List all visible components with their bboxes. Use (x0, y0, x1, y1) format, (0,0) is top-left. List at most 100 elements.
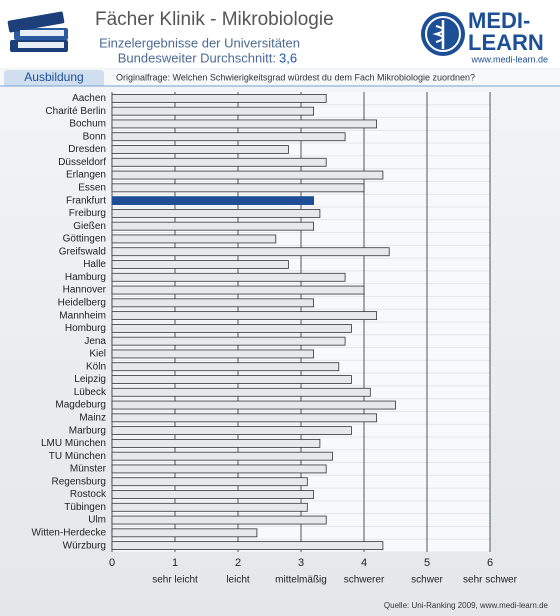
bar (111, 349, 315, 359)
bar (111, 145, 289, 154)
y-tick-label: Regensburg (52, 476, 106, 487)
bar (111, 311, 378, 321)
tab-row (0, 70, 560, 86)
y-tick-label: Gießen (73, 221, 106, 232)
scale-label: sehr leicht (152, 575, 198, 586)
y-tick-label: Tübingen (64, 502, 106, 513)
y-tick-label: Aachen (72, 93, 106, 104)
y-tick-label: TU München (49, 451, 106, 462)
bar (111, 221, 315, 231)
y-tick-label: Mainz (79, 412, 106, 423)
y-tick-label: Lübeck (74, 387, 107, 398)
y-tick-label: Ulm (88, 515, 106, 526)
bar (111, 298, 315, 308)
tab (4, 70, 104, 86)
bar (111, 375, 352, 384)
bar (111, 451, 333, 461)
average-value: 3,6 (279, 50, 297, 65)
bar (111, 247, 390, 257)
x-tick-label: 0 (109, 557, 115, 569)
bar (111, 336, 346, 346)
x-tick-label: 4 (361, 557, 367, 569)
y-tick-label: Würzburg (63, 540, 106, 551)
bar (111, 528, 258, 538)
subtitle: Einzelergebnisse der Universitäten (99, 35, 300, 50)
scale-label: schwerer (344, 575, 385, 586)
logo-text-1: MEDI- (468, 8, 530, 33)
x-tick-label: 3 (298, 557, 304, 569)
bar (111, 362, 340, 372)
scale-label: leicht (226, 575, 250, 586)
scale-label: sehr schwer (463, 575, 518, 586)
y-tick-label: Witten-Herdecke (32, 527, 107, 538)
bar (111, 119, 378, 129)
bar (111, 426, 352, 436)
bar (111, 438, 321, 448)
bar (111, 234, 277, 244)
question: Originalfrage: Welchen Schwierigkeitsgra… (116, 72, 475, 82)
y-tick-label: Rostock (70, 489, 107, 500)
bar (111, 196, 315, 206)
logo-url: www.medi-learn.de (470, 54, 548, 64)
y-tick-label: Dresden (68, 144, 106, 155)
y-tick-label: Charité Berlin (45, 106, 106, 117)
bar (111, 106, 315, 116)
y-tick-label: Essen (78, 182, 106, 193)
bar (111, 260, 289, 269)
bar (111, 477, 308, 487)
y-tick-label: Freiburg (69, 208, 106, 219)
bar (111, 183, 365, 193)
y-tick-label: Erlangen (66, 170, 106, 181)
y-tick-label: Mannheim (59, 310, 106, 321)
scale-label: schwer (411, 575, 443, 586)
y-tick-label: LMU München (41, 438, 106, 449)
bar (111, 323, 352, 333)
chart-title: Fächer Klinik - Mikrobiologie (95, 9, 334, 30)
books-icon (7, 11, 68, 52)
y-tick-label: Hamburg (65, 272, 106, 283)
y-tick-label: Marburg (69, 425, 106, 436)
bar (111, 541, 384, 551)
section-label: Ausbildung (24, 70, 83, 84)
average-text: Bundesweiter Durchschnitt: (118, 50, 276, 65)
y-tick-label: Frankfurt (66, 195, 106, 206)
y-tick-label: Halle (83, 259, 106, 270)
y-tick-label: Heidelberg (58, 297, 106, 308)
y-tick-label: Kiel (89, 349, 106, 360)
bar (111, 502, 308, 512)
y-tick-label: Hannover (63, 285, 107, 296)
x-tick-label: 1 (172, 557, 178, 569)
logo-text-2: LEARN (468, 30, 544, 55)
source: Quelle: Uni-Ranking 2009, www.medi-learn… (384, 601, 549, 610)
x-tick-label: 2 (235, 557, 241, 569)
y-tick-label: Homburg (65, 323, 106, 334)
x-tick-label: 6 (487, 557, 493, 569)
y-tick-label: Köln (86, 361, 106, 372)
y-tick-label: Düsseldorf (58, 157, 106, 168)
bar (111, 400, 396, 410)
bar (111, 208, 321, 218)
y-tick-label: Bonn (83, 131, 106, 142)
y-tick-label: Göttingen (63, 234, 106, 245)
bar (111, 490, 315, 499)
y-tick-label: Magdeburg (55, 400, 106, 411)
bar (111, 272, 346, 282)
bar (111, 93, 327, 103)
y-tick-label: Bochum (69, 119, 106, 130)
bar (111, 464, 327, 474)
y-tick-label: Münster (70, 464, 107, 475)
y-tick-label: Leipzig (74, 374, 106, 385)
bar (111, 285, 365, 295)
bar (111, 413, 378, 423)
y-tick-label: Greifswald (59, 246, 106, 257)
y-tick-label: Jena (84, 336, 106, 347)
bar (111, 170, 384, 180)
header-band (0, 0, 560, 68)
bar (111, 515, 327, 525)
x-tick-label: 5 (424, 557, 430, 569)
bar (111, 132, 346, 142)
bar (111, 157, 327, 167)
logo: MEDI- LEARN www.medi-learn.de (421, 8, 548, 64)
bar (111, 387, 371, 397)
scale-label: mittelmäßig (275, 575, 327, 586)
